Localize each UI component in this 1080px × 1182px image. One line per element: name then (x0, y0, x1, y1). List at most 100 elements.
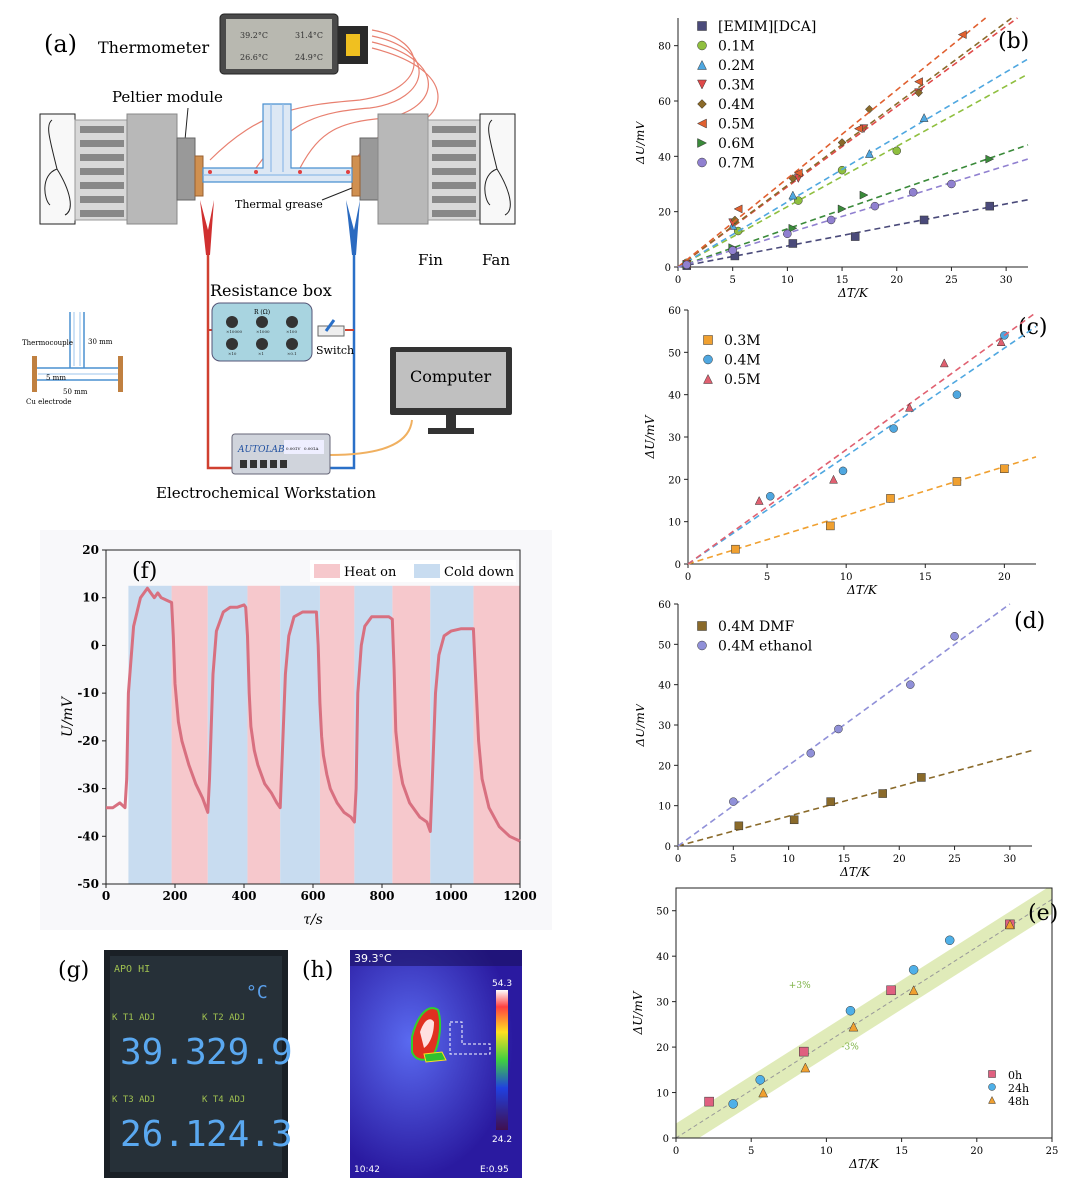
series-0-4m-dmf (677, 749, 1033, 847)
data-point (892, 146, 901, 156)
legend-swatch (314, 564, 340, 578)
x-tick-label: 5 (730, 854, 736, 865)
knob-4: ×10 (228, 351, 237, 356)
data-point (826, 215, 836, 225)
heat-on-band (171, 585, 208, 884)
x-tick-label: 400 (231, 889, 256, 903)
blue-wire (330, 255, 356, 470)
x-tick-label: 10 (840, 572, 853, 583)
chart-c-axes: 0 5 10 15 20 0 10 20 30 40 50 60 ΔT/K ΔU/mV (643, 306, 1036, 594)
y-tick-label: 50 (668, 348, 681, 359)
data-point (865, 149, 874, 158)
chart-b: 0 5 10 15 20 25 30 0 20 40 60 80 ΔT/K ΔU/mV (b) [EMIM][… (636, 17, 1029, 300)
cold-down-band (354, 585, 393, 884)
y-tick-label: 0 (675, 560, 681, 571)
x-tick-label: 15 (895, 1146, 908, 1157)
x-tick-label: 25 (1046, 1146, 1059, 1157)
data-point (729, 797, 738, 806)
lcd-unit: °C (246, 982, 268, 1003)
data-point (944, 935, 955, 946)
y-axis-label: ΔU/mV (631, 990, 645, 1035)
data-point (985, 201, 994, 211)
data-point (788, 190, 798, 200)
data-point (985, 154, 995, 164)
data-point (850, 232, 860, 241)
y-tick-label: -40 (77, 829, 99, 843)
x-tick-label: 30 (1004, 854, 1017, 865)
x-tick-label: 10 (782, 854, 795, 865)
data-point (845, 1005, 856, 1016)
legend-marker (988, 1083, 996, 1091)
legend-swatch (414, 564, 440, 578)
legend-label: 0.4M (718, 97, 755, 113)
data-point (834, 724, 843, 734)
usb-cable (329, 419, 413, 456)
x-tick-label: 0 (673, 1146, 679, 1157)
series-48h (758, 919, 1015, 1098)
x-tick-label: 20 (998, 572, 1011, 583)
data-point (886, 494, 895, 503)
y-tick-label: 80 (658, 42, 671, 53)
legend-marker (697, 138, 708, 148)
x-tick-label: 25 (948, 854, 961, 865)
data-point (848, 1021, 859, 1032)
y-tick-label: -20 (77, 734, 99, 748)
data-point (1000, 464, 1009, 473)
series-0-5m (687, 311, 1037, 565)
knob-3: ×100 (286, 329, 297, 334)
legend-label: Cold down (444, 565, 515, 580)
y-tick-label: 20 (658, 208, 671, 219)
fit-line (687, 325, 1037, 565)
y-axis-label: ΔU/mV (643, 414, 657, 459)
legend-label: 0.4M DMF (718, 619, 795, 635)
legend-label: 0.4M (724, 353, 761, 369)
autolab-label: AUTOLAB (237, 445, 285, 455)
t-tube-inset: Thermocouple 30 mm 5 mm 50 mm Cu electro… (22, 312, 123, 406)
data-point (878, 789, 887, 798)
y-tick-label: 30 (668, 433, 681, 444)
x-tick-label: 1200 (503, 889, 536, 903)
data-point (870, 201, 880, 211)
fit-line (677, 73, 1029, 268)
series-24h (728, 935, 955, 1109)
data-point (865, 104, 874, 114)
y-tick-label: 60 (658, 97, 671, 108)
panel-d-label: (d) (1014, 609, 1045, 634)
thermal-grease-label: Thermal grease (235, 198, 323, 211)
data-point (788, 239, 798, 248)
legend-label: 0.3M (718, 78, 755, 94)
data-point (908, 985, 919, 996)
thermometer: Thermometer 39.2°C 31.4°C 26.6°C 24.9°C (98, 13, 368, 75)
legend-marker (697, 157, 707, 168)
computer: Computer (390, 347, 512, 434)
x-tick-label: 10 (781, 275, 794, 286)
peltier-label: Peltier module (112, 88, 223, 106)
legend-label: 0.5M (724, 372, 761, 388)
lcd-value-t4: 24.3 (206, 1114, 293, 1155)
y-tick-label: 50 (658, 640, 671, 651)
legend-marker (696, 118, 707, 129)
reading-1: 39.2°C (240, 31, 268, 40)
autolab-workstation: AUTOLAB 0.001V 0.001A Electrochemical Wo… (156, 433, 376, 502)
data-point (731, 544, 740, 554)
series-0-3m (687, 456, 1037, 565)
y-tick-label: 20 (82, 543, 99, 557)
data-point (952, 390, 962, 399)
legend-marker (703, 354, 713, 365)
panel-g-photo: (g) APO HI °C K T1 ADJ K T2 ADJ 39.3 29.… (58, 950, 293, 1178)
chart-b-axes: 0 5 10 15 20 25 30 0 20 40 60 80 ΔT/K ΔU/mV (636, 18, 1028, 300)
legend-label: 0.2M (718, 58, 755, 74)
x-tick-label: 10 (820, 1146, 833, 1157)
panel-h-label: (h) (302, 958, 333, 983)
y-tick-label: 0 (665, 263, 671, 274)
panel-f-label: (f) (132, 559, 157, 584)
chart-f: 0 200 400 600 800 1000 1200 -50 -40 -30 -20 -10 0 10 2… (40, 530, 552, 930)
chart-e: +3%-3%0 5 10 15 20 2501020304050ΔT/KΔU/mV(e)0… (628, 880, 1080, 1180)
legend-marker (697, 99, 707, 109)
reading-2: 31.4°C (295, 31, 323, 40)
switch-label: Switch (316, 344, 354, 357)
autolab-readout-a: 0.001A (304, 446, 318, 451)
data-point (755, 1075, 765, 1085)
series-0-4m-ethanol (677, 603, 1011, 847)
lcd-tag-t2: K T2 ADJ (202, 1013, 245, 1023)
